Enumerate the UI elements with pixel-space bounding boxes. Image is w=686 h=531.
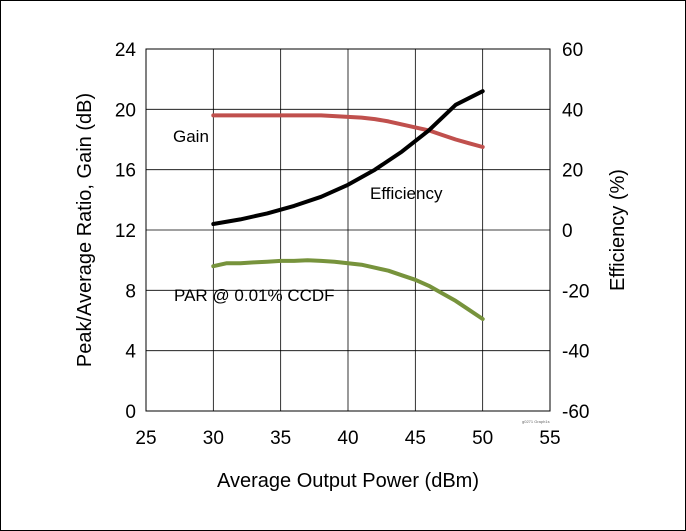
y2-tick-label: -40 (562, 342, 589, 363)
series-line-efficiency (211, 89, 485, 226)
y-tick-label: 16 (115, 161, 136, 182)
y-tick-label: 4 (125, 342, 136, 363)
annotation-gain: Gain (173, 127, 209, 146)
plot-border (145, 48, 551, 412)
x-tick-label: 45 (405, 428, 426, 449)
y2-axis-title: Efficiency (%) (607, 169, 629, 291)
x-axis-title: Average Output Power (dBm) (217, 470, 479, 492)
series-layer (211, 89, 485, 321)
y-tick-label: 8 (125, 281, 136, 302)
y2-tick-label: -60 (562, 402, 589, 423)
figure-code: g0271 Graph1s (522, 419, 550, 424)
y-tick-label: 0 (125, 402, 136, 423)
y2-tick-label: 40 (562, 100, 583, 121)
tick-labels: 25 30 35 40 45 50 55 0 4 8 12 16 20 24 -60 -40 -20 0 20 40 6… (115, 40, 590, 449)
x-tick-label: 40 (337, 428, 358, 449)
x-tick-label: 55 (539, 428, 560, 449)
y-axis-title: Peak/Average Ratio, Gain (dB) (74, 93, 96, 367)
y2-tick-label: 0 (562, 221, 573, 242)
x-tick-label: 50 (472, 428, 493, 449)
y2-tick-label: 20 (562, 161, 583, 182)
y2-tick-label: -20 (562, 281, 589, 302)
x-tick-label: 30 (203, 428, 224, 449)
grid (145, 48, 551, 412)
y-tick-label: 12 (115, 221, 136, 242)
y-tick-label: 24 (115, 40, 137, 61)
x-tick-label: 35 (270, 428, 291, 449)
x-tick-label: 25 (135, 428, 156, 449)
y-tick-label: 20 (115, 100, 136, 121)
y2-tick-label: 60 (562, 40, 583, 61)
annotation-efficiency: Efficiency (370, 184, 443, 203)
annotation-par: PAR @ 0.01% CCDF (174, 286, 335, 305)
series-line-gain (211, 113, 485, 149)
series-line-par-0-01-ccdf (211, 258, 485, 321)
